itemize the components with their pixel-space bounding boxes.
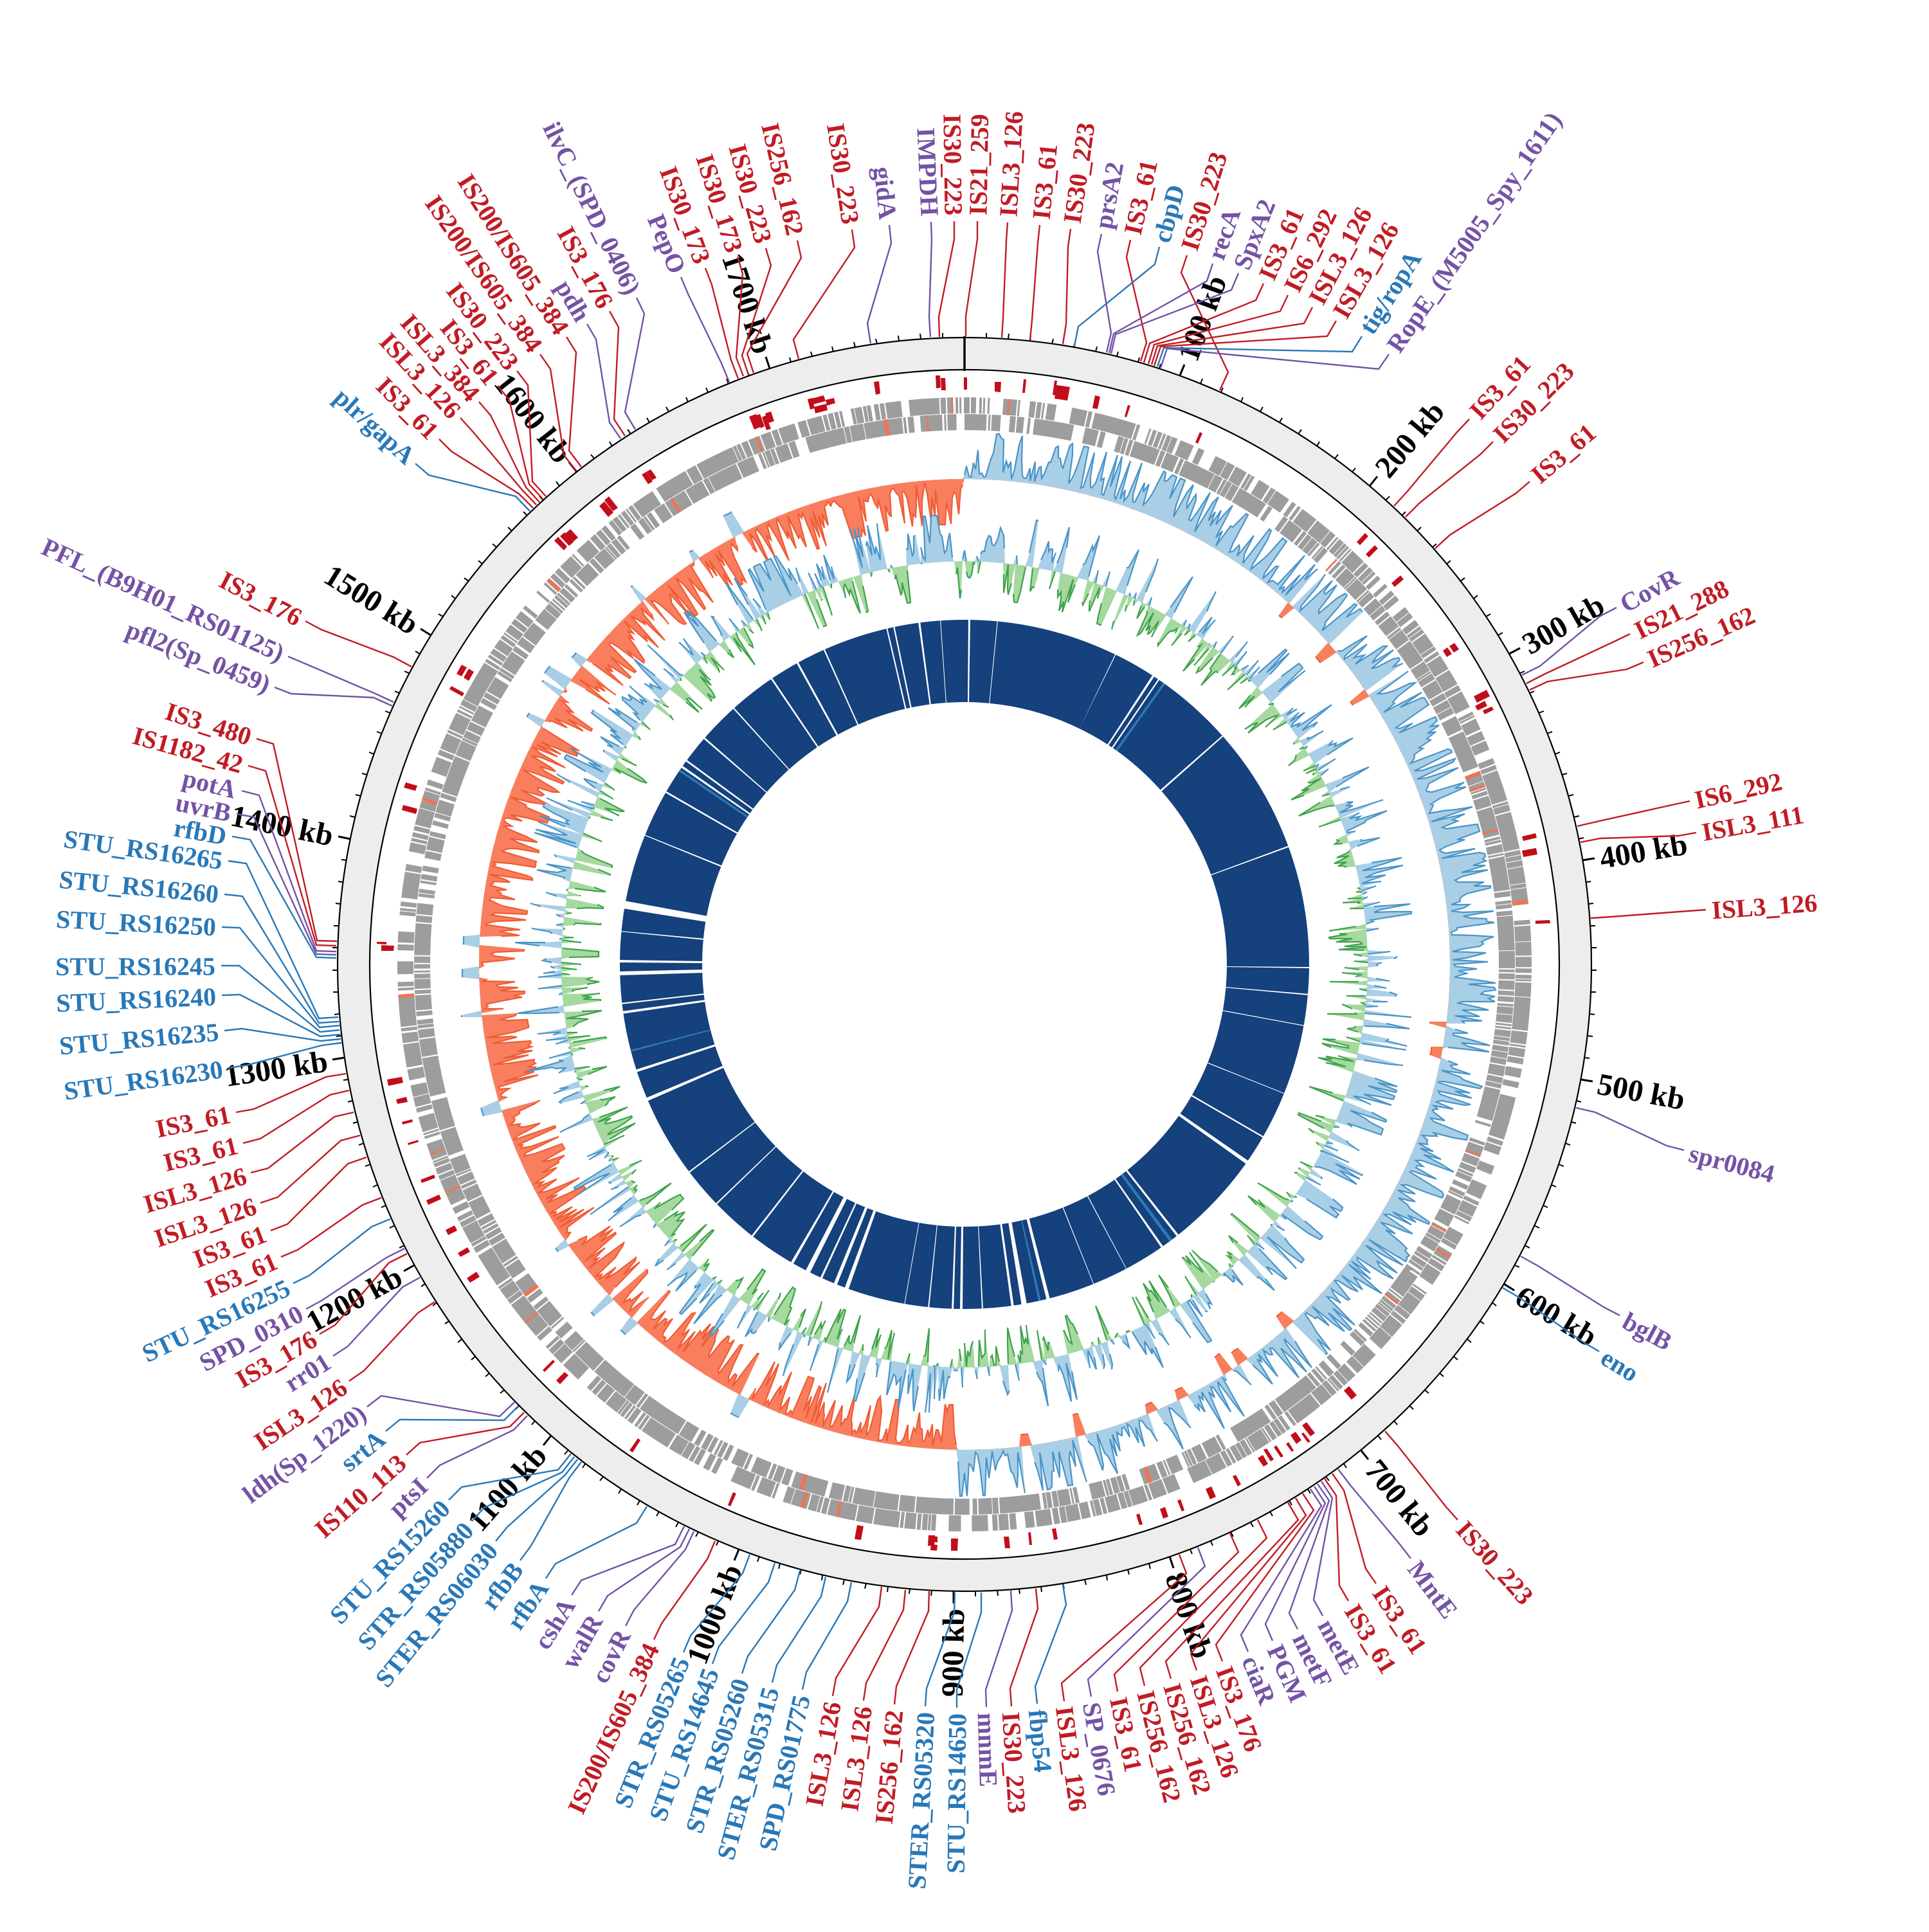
svg-text:IS21_259: IS21_259 [963, 114, 994, 216]
svg-text:ISL3_126: ISL3_126 [993, 111, 1028, 218]
svg-text:fbp54: fbp54 [1023, 1708, 1058, 1774]
svg-text:IMPDH: IMPDH [911, 127, 944, 217]
svg-text:900 kb: 900 kb [936, 1609, 971, 1697]
svg-text:STU_RS16240: STU_RS16240 [55, 982, 217, 1017]
svg-text:mnmE: mnmE [972, 1712, 1003, 1787]
svg-text:gidA: gidA [868, 165, 902, 221]
svg-text:IS30_223: IS30_223 [937, 114, 968, 215]
svg-text:STU_RS14650: STU_RS14650 [941, 1713, 972, 1873]
svg-text:STU_RS16245: STU_RS16245 [55, 952, 215, 980]
svg-text:IS30_223: IS30_223 [997, 1711, 1032, 1814]
